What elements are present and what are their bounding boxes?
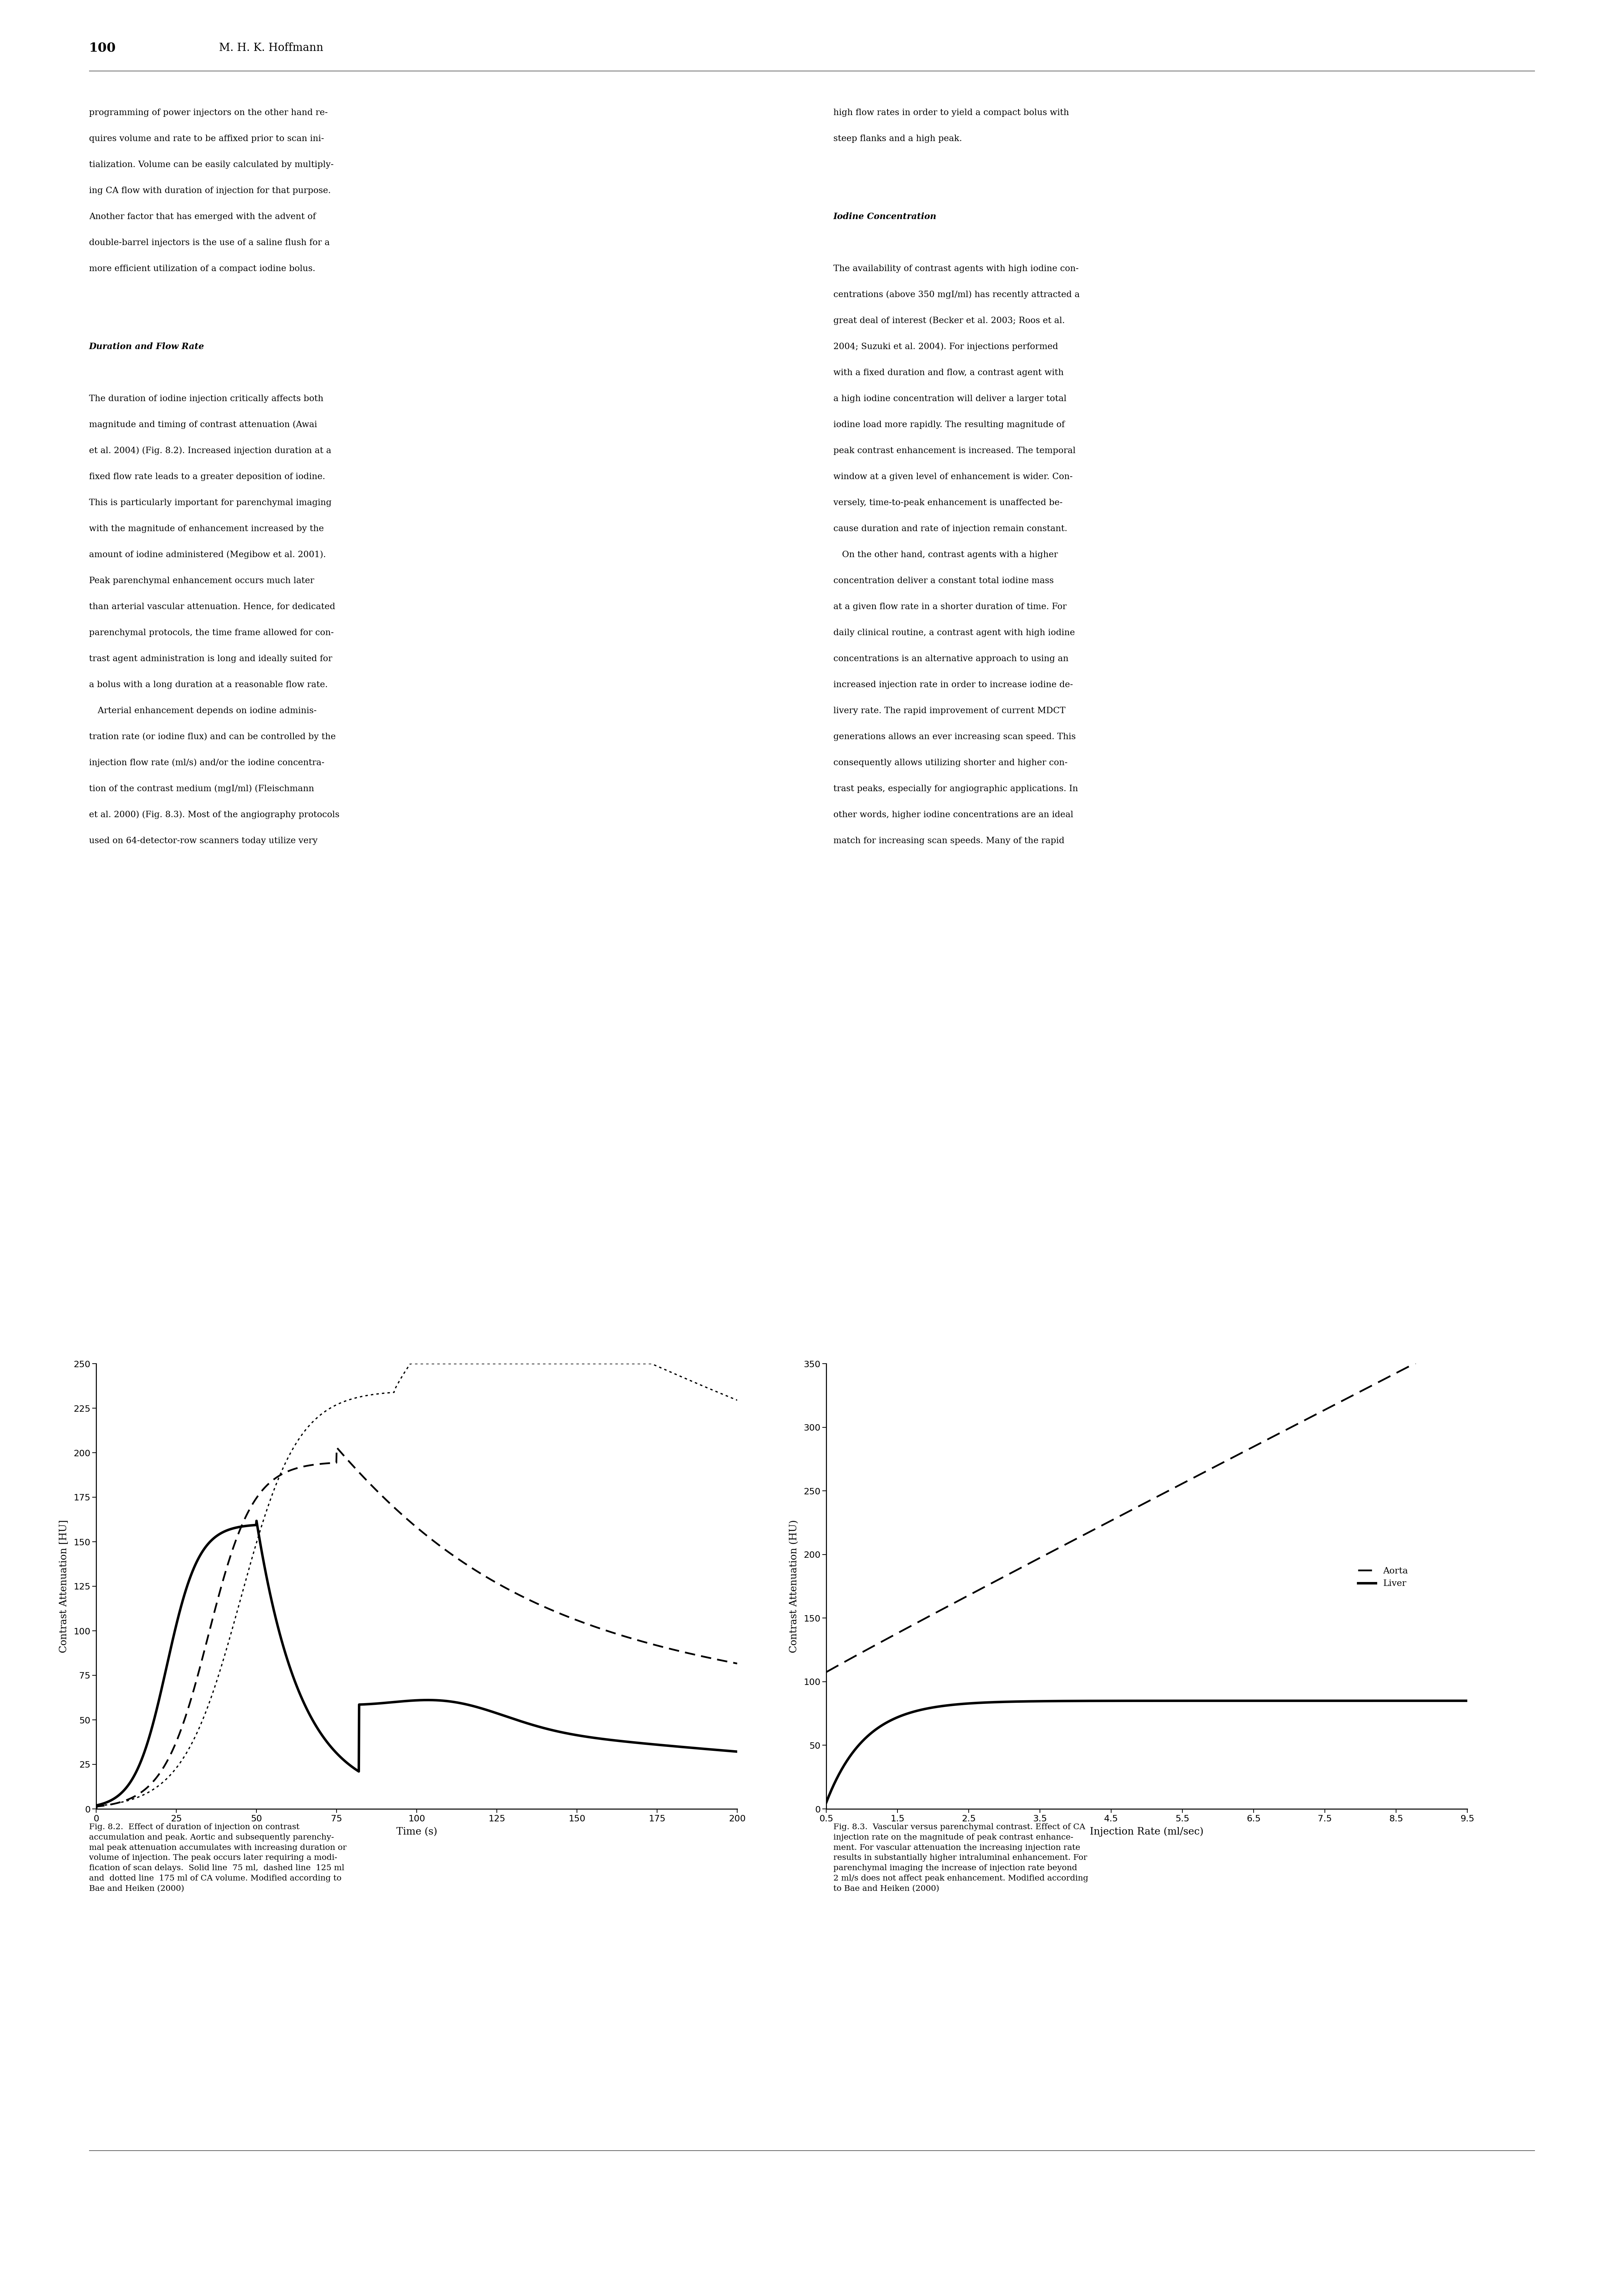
- Text: M. H. K. Hoffmann: M. H. K. Hoffmann: [219, 43, 323, 55]
- Text: 100: 100: [89, 43, 115, 55]
- Line: Aorta: Aorta: [827, 1352, 1468, 1672]
- Text: than arterial vascular attenuation. Hence, for dedicated: than arterial vascular attenuation. Henc…: [89, 602, 335, 611]
- Text: parenchymal protocols, the time frame allowed for con-: parenchymal protocols, the time frame al…: [89, 629, 335, 636]
- Text: concentrations is an alternative approach to using an: concentrations is an alternative approac…: [833, 654, 1069, 663]
- Liver: [817, 1788, 836, 1815]
- Text: a bolus with a long duration at a reasonable flow rate.: a bolus with a long duration at a reason…: [89, 682, 328, 688]
- Text: concentration deliver a constant total iodine mass: concentration deliver a constant total i…: [833, 577, 1054, 584]
- Text: consequently allows utilizing shorter and higher con-: consequently allows utilizing shorter an…: [833, 759, 1067, 768]
- Liver: [1458, 1688, 1478, 1715]
- Text: Fig. 8.2.  Effect of duration of injection on contrast
accumulation and peak. Ao: Fig. 8.2. Effect of duration of injectio…: [89, 1822, 346, 1893]
- Text: Another factor that has emerged with the advent of: Another factor that has emerged with the…: [89, 214, 315, 220]
- Aorta: [1121, 1497, 1140, 1525]
- Text: daily clinical routine, a contrast agent with high iodine: daily clinical routine, a contrast agent…: [833, 629, 1075, 636]
- Y-axis label: Contrast Attenuation [HU]: Contrast Attenuation [HU]: [58, 1520, 68, 1652]
- Text: On the other hand, contrast agents with a higher: On the other hand, contrast agents with …: [833, 550, 1057, 559]
- Text: double-barrel injectors is the use of a saline flush for a: double-barrel injectors is the use of a …: [89, 239, 330, 248]
- Text: 2004; Suzuki et al. 2004). For injections performed: 2004; Suzuki et al. 2004). For injection…: [833, 343, 1059, 350]
- Aorta: [1163, 1475, 1182, 1502]
- Aorta: [817, 1659, 836, 1686]
- Text: a high iodine concentration will deliver a larger total: a high iodine concentration will deliver…: [833, 395, 1067, 402]
- Text: with the magnitude of enhancement increased by the: with the magnitude of enhancement increa…: [89, 525, 323, 534]
- Text: fixed flow rate leads to a greater deposition of iodine.: fixed flow rate leads to a greater depos…: [89, 473, 325, 482]
- X-axis label: Injection Rate (ml/sec): Injection Rate (ml/sec): [1090, 1827, 1203, 1836]
- Text: with a fixed duration and flow, a contrast agent with: with a fixed duration and flow, a contra…: [833, 368, 1064, 377]
- Text: peak contrast enhancement is increased. The temporal: peak contrast enhancement is increased. …: [833, 448, 1075, 454]
- Liver: [1199, 1688, 1218, 1715]
- Text: generations allows an ever increasing scan speed. This: generations allows an ever increasing sc…: [833, 734, 1075, 741]
- Aorta: [1341, 1381, 1361, 1409]
- Text: high flow rates in order to yield a compact bolus with: high flow rates in order to yield a comp…: [833, 109, 1069, 116]
- Text: Arterial enhancement depends on iodine adminis-: Arterial enhancement depends on iodine a…: [89, 707, 317, 716]
- Text: centrations (above 350 mgI/ml) has recently attracted a: centrations (above 350 mgI/ml) has recen…: [833, 291, 1080, 300]
- Text: The duration of iodine injection critically affects both: The duration of iodine injection critica…: [89, 395, 323, 402]
- X-axis label: Time (s): Time (s): [396, 1827, 437, 1836]
- Legend: Aorta, Liver: Aorta, Liver: [1354, 1563, 1411, 1590]
- Text: at a given flow rate in a shorter duration of time. For: at a given flow rate in a shorter durati…: [833, 602, 1067, 611]
- Y-axis label: Contrast Attenuation (HU): Contrast Attenuation (HU): [789, 1520, 799, 1652]
- Text: window at a given level of enhancement is wider. Con-: window at a given level of enhancement i…: [833, 473, 1072, 482]
- Text: versely, time-to-peak enhancement is unaffected be-: versely, time-to-peak enhancement is una…: [833, 500, 1062, 507]
- Text: et al. 2004) (Fig. 8.2). Increased injection duration at a: et al. 2004) (Fig. 8.2). Increased injec…: [89, 448, 331, 454]
- Text: tration rate (or iodine flux) and can be controlled by the: tration rate (or iodine flux) and can be…: [89, 732, 336, 741]
- Liver: [1341, 1688, 1361, 1715]
- Text: iodine load more rapidly. The resulting magnitude of: iodine load more rapidly. The resulting …: [833, 420, 1065, 429]
- Text: magnitude and timing of contrast attenuation (Awai: magnitude and timing of contrast attenua…: [89, 420, 317, 429]
- Text: tion of the contrast medium (mgI/ml) (Fleischmann: tion of the contrast medium (mgI/ml) (Fl…: [89, 784, 313, 793]
- Text: trast agent administration is long and ideally suited for: trast agent administration is long and i…: [89, 654, 333, 663]
- Text: amount of iodine administered (Megibow et al. 2001).: amount of iodine administered (Megibow e…: [89, 550, 326, 559]
- Text: Duration and Flow Rate: Duration and Flow Rate: [89, 343, 205, 352]
- Text: Peak parenchymal enhancement occurs much later: Peak parenchymal enhancement occurs much…: [89, 577, 313, 584]
- Aorta: [1444, 1338, 1463, 1365]
- Text: Fig. 8.3.  Vascular versus parenchymal contrast. Effect of CA
injection rate on : Fig. 8.3. Vascular versus parenchymal co…: [833, 1822, 1088, 1893]
- Text: programming of power injectors on the other hand re-: programming of power injectors on the ot…: [89, 109, 328, 116]
- Text: great deal of interest (Becker et al. 2003; Roos et al.: great deal of interest (Becker et al. 20…: [833, 316, 1065, 325]
- Text: more efficient utilization of a compact iodine bolus.: more efficient utilization of a compact …: [89, 264, 315, 273]
- Text: et al. 2000) (Fig. 8.3). Most of the angiography protocols: et al. 2000) (Fig. 8.3). Most of the ang…: [89, 811, 339, 818]
- Text: The availability of contrast agents with high iodine con-: The availability of contrast agents with…: [833, 264, 1078, 273]
- Text: match for increasing scan speeds. Many of the rapid: match for increasing scan speeds. Many o…: [833, 836, 1064, 845]
- Text: increased injection rate in order to increase iodine de-: increased injection rate in order to inc…: [833, 682, 1073, 688]
- Liver: [1125, 1688, 1145, 1715]
- Text: ing CA flow with duration of injection for that purpose.: ing CA flow with duration of injection f…: [89, 186, 331, 195]
- Liver: [1442, 1688, 1462, 1715]
- Text: cause duration and rate of injection remain constant.: cause duration and rate of injection rem…: [833, 525, 1067, 534]
- Aorta: [1125, 1495, 1145, 1522]
- Aorta: [1199, 1456, 1218, 1484]
- Text: tialization. Volume can be easily calculated by multiply-: tialization. Volume can be easily calcul…: [89, 161, 333, 168]
- Text: other words, higher iodine concentrations are an ideal: other words, higher iodine concentration…: [833, 811, 1073, 818]
- Aorta: [1431, 1338, 1450, 1365]
- Liver: [1121, 1688, 1140, 1715]
- Liver: [1163, 1688, 1182, 1715]
- Aorta: [1458, 1338, 1478, 1365]
- Line: Liver: Liver: [827, 1702, 1468, 1802]
- Text: steep flanks and a high peak.: steep flanks and a high peak.: [833, 134, 961, 143]
- Text: This is particularly important for parenchymal imaging: This is particularly important for paren…: [89, 500, 331, 507]
- Text: trast peaks, especially for angiographic applications. In: trast peaks, especially for angiographic…: [833, 784, 1078, 793]
- Text: Iodine Concentration: Iodine Concentration: [833, 214, 937, 220]
- Text: quires volume and rate to be affixed prior to scan ini-: quires volume and rate to be affixed pri…: [89, 134, 325, 143]
- Text: livery rate. The rapid improvement of current MDCT: livery rate. The rapid improvement of cu…: [833, 707, 1065, 716]
- Text: used on 64-detector-row scanners today utilize very: used on 64-detector-row scanners today u…: [89, 836, 318, 845]
- Text: injection flow rate (ml/s) and/or the iodine concentra-: injection flow rate (ml/s) and/or the io…: [89, 759, 325, 768]
